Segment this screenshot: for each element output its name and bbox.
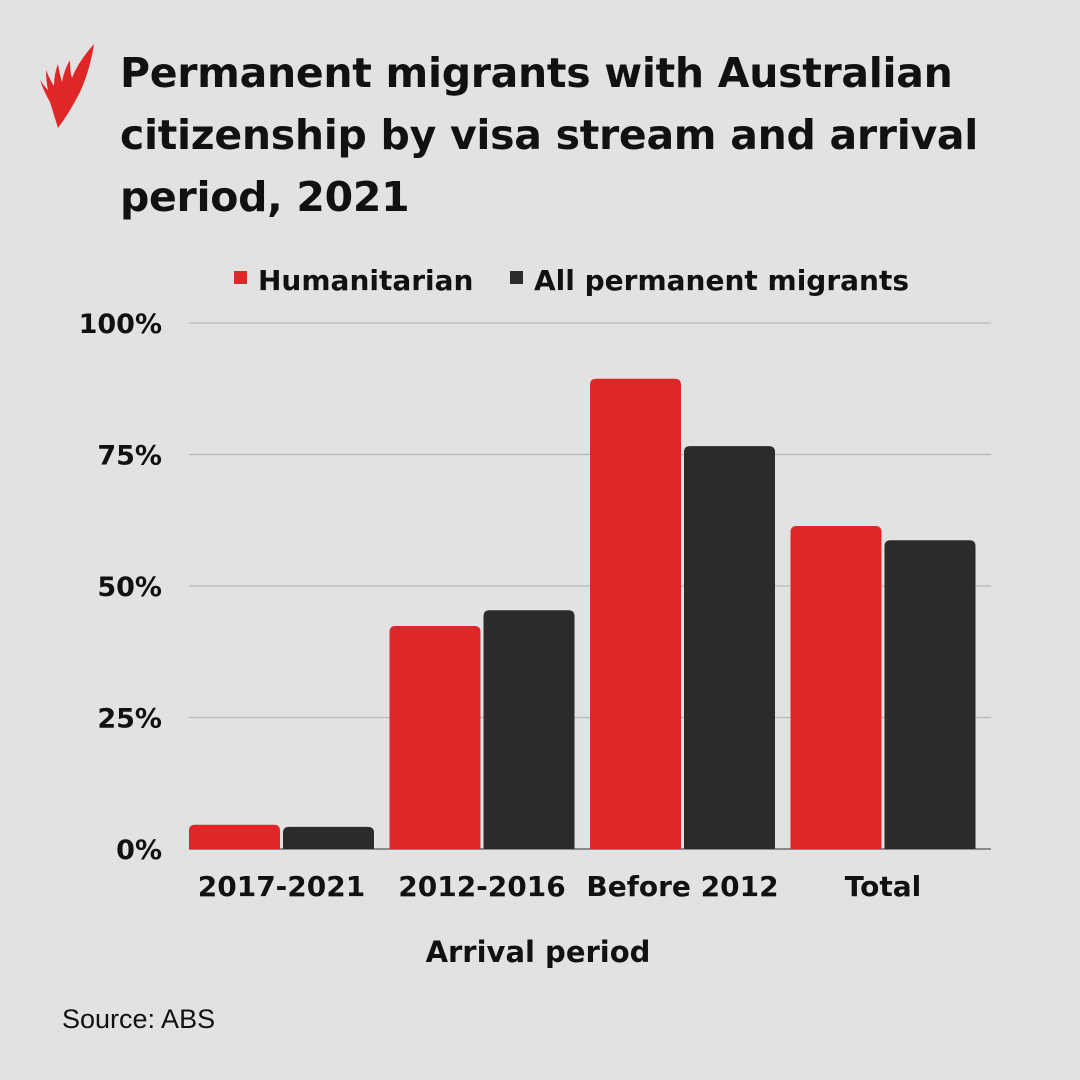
chart-title: Permanent migrants with Australian citiz… [120,49,978,221]
legend-swatch [510,271,523,284]
bar [283,826,374,849]
bar [884,540,976,849]
sbs-logo [30,40,100,134]
bar [483,610,575,849]
bar [590,378,681,849]
x-axis-label: Arrival period [426,935,651,969]
legend-swatch [234,271,247,284]
x-tick-label: 2017-2021 [198,870,365,903]
source-note: Source: ABS [62,1004,216,1034]
x-tick-label: Before 2012 [586,870,778,903]
y-tick-label: 100% [79,309,162,340]
x-tick-label: Total [845,870,922,903]
y-tick-label: 50% [97,572,162,603]
y-tick-label: 75% [97,441,162,472]
legend-label: Humanitarian [258,264,473,297]
legend-label: All permanent migrants [534,264,909,297]
bar [790,526,882,849]
bar [189,824,280,849]
y-tick-label: 0% [116,835,162,866]
bar [389,625,481,849]
bar [684,446,775,849]
x-tick-label: 2012-2016 [398,870,565,903]
y-tick-label: 25% [97,704,162,735]
